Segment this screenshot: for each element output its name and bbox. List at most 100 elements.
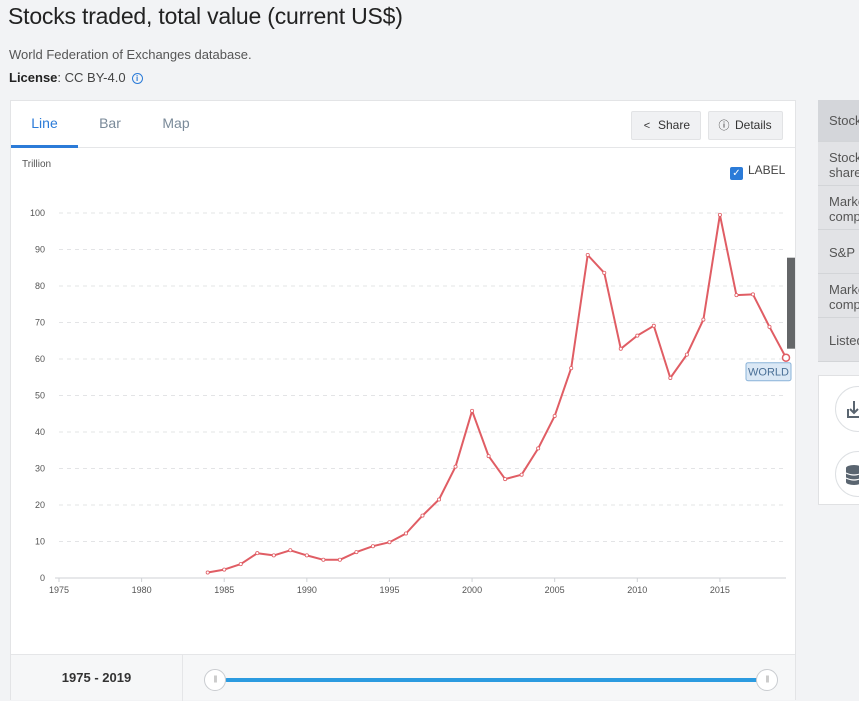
- data-point: [684, 352, 689, 357]
- x-tick-label: 2015: [710, 585, 730, 595]
- data-point: [734, 293, 739, 298]
- data-point: [205, 570, 210, 575]
- tab-bar[interactable]: Bar: [99, 115, 121, 131]
- checkbox-checked-icon[interactable]: ✓: [730, 167, 743, 180]
- y-tick-label: 0: [40, 573, 45, 583]
- data-point: [635, 333, 640, 338]
- data-point: [354, 550, 359, 555]
- data-point: [552, 413, 557, 418]
- data-point: [387, 540, 392, 545]
- sidebar-item-1[interactable]: Stocks traded, total value (% ofshares: [818, 142, 859, 186]
- details-button-label: Details: [735, 118, 772, 132]
- data-point: [602, 270, 607, 275]
- data-point: [717, 212, 722, 217]
- data-point: [569, 366, 574, 371]
- sidebar-item-label: Market capitalization of listed domestic: [829, 194, 859, 209]
- y-tick-label: 30: [35, 464, 45, 474]
- y-tick-label: 50: [35, 391, 45, 401]
- x-tick-label: 2010: [627, 585, 647, 595]
- license-line: License: CC BY-4.0 i: [9, 70, 143, 85]
- sidebar-item-label: companies: [829, 209, 859, 224]
- related-indicators-sidebar: Stocks traded, total value (current US$)…: [818, 100, 859, 362]
- info-icon[interactable]: i: [131, 73, 143, 84]
- range-handle-end[interactable]: |||: [756, 669, 778, 691]
- data-point: [321, 557, 326, 562]
- range-label: 1975 - 2019: [11, 655, 183, 701]
- sidebar-item-label: companies: [829, 297, 859, 312]
- tab-line[interactable]: Line: [11, 101, 78, 148]
- chart-card: Line Bar Map < Share ⓘ Details ✓ LABEL Tril…: [10, 100, 796, 701]
- data-point: [470, 408, 475, 413]
- series-label-badge: [745, 362, 792, 382]
- data-point-highlight: [781, 353, 791, 362]
- tooltip-box: [787, 257, 795, 349]
- series-line-world: [207, 213, 787, 574]
- label-toggle[interactable]: ✓ LABEL: [730, 163, 785, 180]
- sidebar-item-label: Stocks traded, total value (% of: [829, 150, 859, 165]
- data-point: [255, 551, 260, 556]
- sidebar-item-label: Stocks traded, total value (current US$): [829, 113, 859, 128]
- sidebar-item-5[interactable]: Listed domestic companies: [818, 318, 859, 362]
- data-point: [668, 375, 673, 380]
- line-chart: Trillion 0 10 20 30 40 50 60 70 80 90 100 1975 1980 19…: [22, 159, 795, 595]
- data-point: [585, 252, 590, 257]
- license-value: : CC BY-4.0: [57, 70, 126, 85]
- y-tick-label: 10: [35, 537, 45, 547]
- x-tick-label: 2000: [462, 585, 482, 595]
- database-icon: [845, 465, 859, 485]
- data-point: [304, 553, 309, 558]
- x-tick-label: 1975: [49, 585, 69, 595]
- data-point: [453, 464, 458, 469]
- series-label: WORLD: [748, 367, 789, 379]
- data-point: [403, 531, 408, 536]
- y-tick-label: 20: [35, 500, 45, 510]
- y-tick-label: 90: [35, 245, 45, 255]
- y-tick-label: 40: [35, 427, 45, 437]
- license-label: License: [9, 70, 58, 85]
- sidebar-item-4[interactable]: Market capitalization of listed domestic…: [818, 274, 859, 318]
- data-point: [271, 553, 276, 558]
- sidebar-item-2[interactable]: Market capitalization of listed domestic…: [818, 186, 859, 230]
- data-point: [370, 544, 375, 549]
- data-point: [437, 497, 442, 502]
- data-point: [486, 454, 491, 459]
- share-button-label: Share: [658, 118, 691, 132]
- data-point: [519, 472, 524, 477]
- data-point: [651, 323, 656, 328]
- data-point: [222, 567, 227, 572]
- download-button[interactable]: [835, 386, 859, 432]
- range-start: 1975: [61, 670, 91, 685]
- data-point: [238, 562, 243, 567]
- data-point: [420, 513, 425, 518]
- share-button[interactable]: < Share: [631, 111, 702, 140]
- sidebar-item-3[interactable]: S&P Global Equity Indices: [818, 230, 859, 274]
- download-panel: [818, 375, 859, 505]
- download-icon: [847, 401, 859, 418]
- source-text: World Federation of Exchanges database.: [9, 47, 252, 62]
- database-button[interactable]: [835, 451, 859, 497]
- y-tick-label: 70: [35, 318, 45, 328]
- x-tick-label: 1990: [297, 585, 317, 595]
- sidebar-item-label: Listed domestic companies: [829, 333, 859, 348]
- data-point: [503, 477, 508, 482]
- range-handle-start[interactable]: |||: [204, 669, 226, 691]
- x-tick-label: 2005: [545, 585, 565, 595]
- x-tick-label: 1980: [132, 585, 152, 595]
- range-end: 2019: [102, 670, 132, 685]
- sidebar-item-label: shares: [829, 165, 859, 180]
- sidebar-item-0[interactable]: Stocks traded, total value (current US$): [818, 100, 859, 142]
- chart-tabs: Line Bar Map < Share ⓘ Details: [11, 101, 795, 148]
- y-tick-label: 60: [35, 354, 45, 364]
- y-tick-label: 100: [30, 208, 45, 218]
- page-title: Stocks traded, total value (current US$): [8, 3, 403, 29]
- share-icon: <: [643, 120, 651, 132]
- sidebar-item-label: Market capitalization of listed domestic: [829, 282, 859, 297]
- label-toggle-text: LABEL: [748, 163, 786, 177]
- tab-map[interactable]: Map: [162, 115, 190, 131]
- data-point: [767, 324, 772, 329]
- details-button[interactable]: ⓘ Details: [708, 111, 783, 140]
- data-point: [337, 557, 342, 562]
- y-axis-label: Trillion: [22, 159, 51, 170]
- range-slider-track[interactable]: [225, 678, 770, 682]
- range-separator: -: [94, 670, 99, 685]
